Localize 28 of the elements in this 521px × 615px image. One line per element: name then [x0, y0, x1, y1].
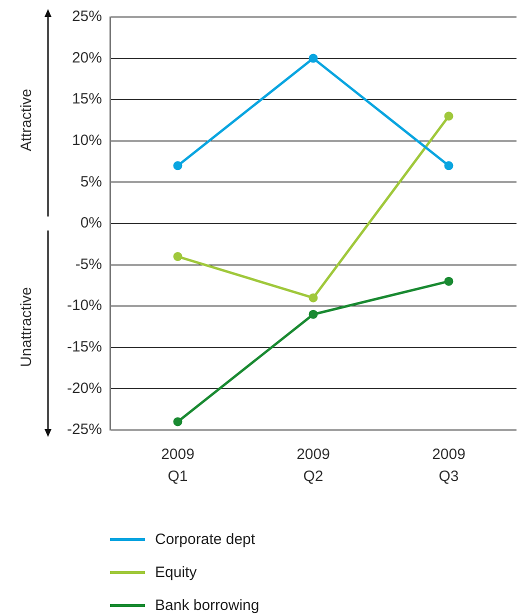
y-tick-label: 0%: [80, 214, 102, 232]
y-tick-label: 20%: [72, 49, 102, 66]
y-tick-label: 25%: [72, 8, 102, 26]
x-tick-label: 2009 Q2: [296, 446, 330, 485]
y-tick-label: -5%: [75, 256, 102, 273]
legend-label: Corporate dept: [155, 530, 256, 548]
x-tick-label: 2009 Q3: [432, 446, 466, 485]
legend-label: Equity: [155, 564, 197, 582]
y-tick-label: -10%: [66, 297, 102, 314]
point: [308, 293, 318, 302]
y-tick-label: 10%: [72, 132, 102, 150]
point: [308, 310, 318, 319]
y-tick-label: 15%: [72, 90, 102, 108]
point: [308, 54, 318, 63]
y-tick-label: -15%: [66, 338, 102, 356]
text: Unattractive: [18, 286, 36, 367]
point: [173, 252, 182, 262]
point: [444, 161, 454, 170]
x-tick-label: 2009 Q1: [161, 446, 194, 485]
point: [173, 417, 182, 426]
legend-label: Bank borrowing: [155, 596, 260, 614]
point: [173, 161, 182, 170]
point: [444, 112, 454, 121]
y-tick-label: -20%: [66, 380, 102, 397]
point: [444, 276, 454, 286]
y-tick-label: 5%: [80, 173, 102, 190]
text: Attractive: [18, 88, 36, 152]
y-tick-label: -25%: [66, 421, 102, 438]
